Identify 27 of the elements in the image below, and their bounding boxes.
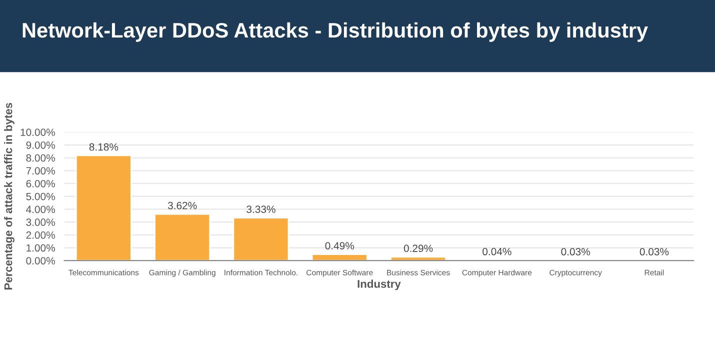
data-label: 0.29% [404,244,433,252]
bar [311,254,368,261]
y-tick-label: 7.00% [26,167,55,175]
bar [154,213,211,261]
y-tick-label: 9.00% [26,141,55,149]
data-label: 3.33% [246,206,276,213]
data-label: 0.03% [640,248,669,256]
bar [75,154,132,261]
y-tick-label: 0.00% [26,257,55,264]
y-tick-label: 4.00% [26,206,55,214]
y-tick-label: 2.00% [26,231,55,239]
y-tick-label: 3.00% [26,218,55,226]
data-label: 8.18% [89,143,118,151]
y-tick-label: 1.00% [26,244,55,252]
y-axis-title: Percentage of attack traffic in bytes [4,102,14,290]
y-tick-label: 5.00% [26,192,55,200]
data-label: 0.04% [482,248,512,256]
bar [390,256,446,261]
data-label: 3.62% [168,202,197,210]
data-label: 0.03% [561,248,590,256]
chart-title: Network-Layer DDoS Attacks - Distribution of bytes by industry [22,22,648,42]
y-tick-label: 10.00% [20,128,55,136]
bar [232,217,290,261]
y-tick-label: 8.00% [26,154,55,162]
x-axis-title: Industry [358,280,401,290]
y-tick-label: 6.00% [26,180,55,188]
data-label: 0.49% [325,242,354,250]
